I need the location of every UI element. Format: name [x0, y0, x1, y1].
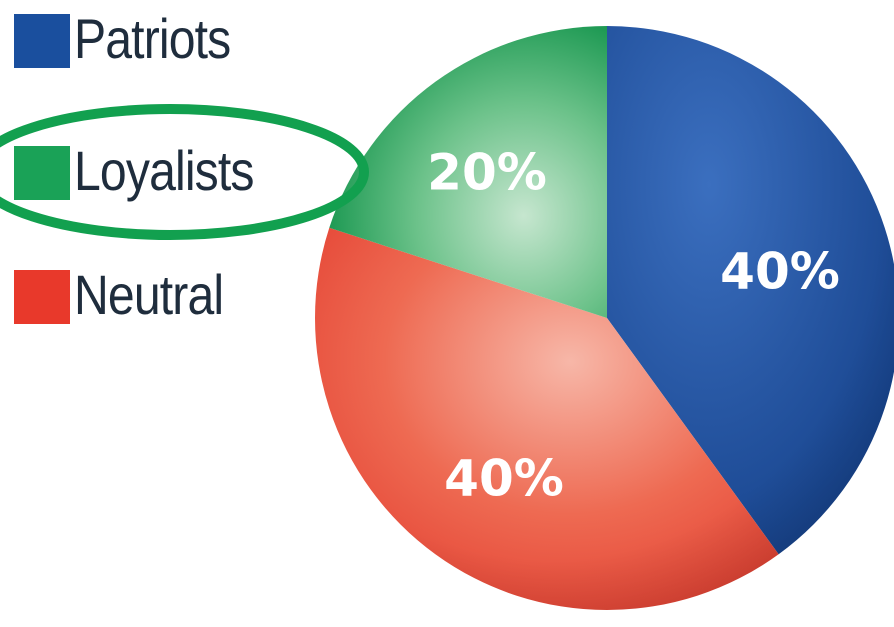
pie-shading — [315, 26, 894, 610]
legend-swatch-loyalists — [14, 146, 70, 200]
data-label-loyalists: 20% — [427, 144, 547, 202]
data-label-patriots: 40% — [720, 243, 840, 301]
pie-data-labels: 40% 20% 40% — [427, 144, 840, 508]
legend-label-patriots: Patriots — [74, 7, 231, 70]
legend-swatch-neutral — [14, 270, 70, 324]
highlight-ellipse — [0, 104, 369, 240]
pie-slices — [315, 26, 894, 611]
legend-label-loyalists: Loyalists — [74, 139, 254, 202]
legend-label-neutral: Neutral — [74, 263, 224, 326]
data-label-neutral: 40% — [444, 450, 564, 508]
legend-swatch-patriots — [14, 14, 70, 68]
